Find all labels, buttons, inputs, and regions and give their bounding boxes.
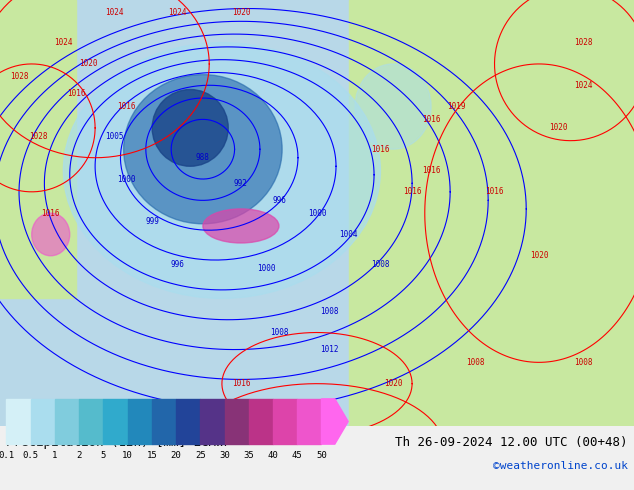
Text: 1020: 1020 [384, 379, 403, 388]
Text: 999: 999 [145, 217, 159, 226]
Text: 1016: 1016 [371, 145, 390, 154]
Bar [6, 399, 30, 444]
Bar [249, 399, 273, 444]
Bar [55, 399, 79, 444]
Text: 0.5: 0.5 [23, 451, 39, 460]
Text: 992: 992 [234, 179, 248, 188]
Bar [176, 399, 200, 444]
Ellipse shape [203, 209, 279, 243]
Text: Precipitation (12h) [mm] ECMWF: Precipitation (12h) [mm] ECMWF [6, 436, 231, 449]
Text: 1005: 1005 [105, 132, 124, 141]
Text: 2: 2 [76, 451, 82, 460]
Text: 1008: 1008 [269, 328, 288, 337]
Text: 1008: 1008 [574, 358, 593, 367]
Bar [224, 399, 249, 444]
Text: 1008: 1008 [371, 260, 390, 269]
Text: 1024: 1024 [54, 38, 73, 47]
Text: 1028: 1028 [29, 132, 48, 141]
Text: 1016: 1016 [403, 187, 422, 196]
FancyArrow shape [321, 399, 348, 444]
Text: 1016: 1016 [117, 102, 136, 111]
Text: 35: 35 [243, 451, 254, 460]
Text: 5: 5 [101, 451, 106, 460]
Text: 1020: 1020 [231, 8, 250, 17]
Text: 1004: 1004 [339, 230, 358, 239]
Text: 40: 40 [268, 451, 278, 460]
Bar [127, 399, 152, 444]
Text: 1012: 1012 [320, 345, 339, 354]
Bar [30, 399, 55, 444]
Text: 1016: 1016 [485, 187, 504, 196]
Text: 1024: 1024 [105, 8, 124, 17]
Text: 1024: 1024 [168, 8, 187, 17]
Text: ©weatheronline.co.uk: ©weatheronline.co.uk [493, 462, 628, 471]
Text: 1024: 1024 [574, 81, 593, 90]
Ellipse shape [32, 213, 70, 256]
Text: 15: 15 [146, 451, 157, 460]
Text: 45: 45 [292, 451, 302, 460]
Bar [297, 399, 321, 444]
Text: 996: 996 [272, 196, 286, 205]
Bar [152, 399, 176, 444]
Text: 1008: 1008 [320, 307, 339, 316]
Bar [349, 0, 634, 426]
Ellipse shape [63, 43, 380, 298]
Text: 1008: 1008 [466, 358, 485, 367]
Text: 25: 25 [195, 451, 205, 460]
Text: 10: 10 [122, 451, 133, 460]
Ellipse shape [152, 90, 228, 166]
Bar [79, 399, 103, 444]
Text: 50: 50 [316, 451, 327, 460]
Text: 1028: 1028 [10, 72, 29, 81]
Bar [273, 399, 297, 444]
Text: 1000: 1000 [307, 209, 327, 218]
Text: 996: 996 [171, 260, 184, 269]
Text: 1016: 1016 [231, 379, 250, 388]
Text: 1020: 1020 [307, 400, 327, 410]
Text: 1020: 1020 [548, 123, 567, 132]
Text: 1016: 1016 [422, 166, 441, 175]
Ellipse shape [355, 64, 431, 149]
Text: 1000: 1000 [117, 174, 136, 184]
Text: 0.1: 0.1 [0, 451, 15, 460]
Text: 20: 20 [171, 451, 181, 460]
Text: 1020: 1020 [529, 251, 548, 260]
Bar [200, 399, 224, 444]
Text: 1: 1 [52, 451, 58, 460]
Text: Th 26-09-2024 12.00 UTC (00+48): Th 26-09-2024 12.00 UTC (00+48) [395, 436, 628, 449]
Text: 1016: 1016 [67, 89, 86, 98]
Text: 988: 988 [196, 153, 210, 162]
Text: 1016: 1016 [422, 115, 441, 124]
Ellipse shape [124, 74, 282, 224]
Text: 30: 30 [219, 451, 230, 460]
Text: 1019: 1019 [447, 102, 466, 111]
Text: 1020: 1020 [79, 59, 98, 69]
Text: 1000: 1000 [257, 264, 276, 273]
Text: 1028: 1028 [574, 38, 593, 47]
Bar [103, 399, 127, 444]
Text: 1016: 1016 [41, 209, 60, 218]
Bar [0, 0, 76, 298]
